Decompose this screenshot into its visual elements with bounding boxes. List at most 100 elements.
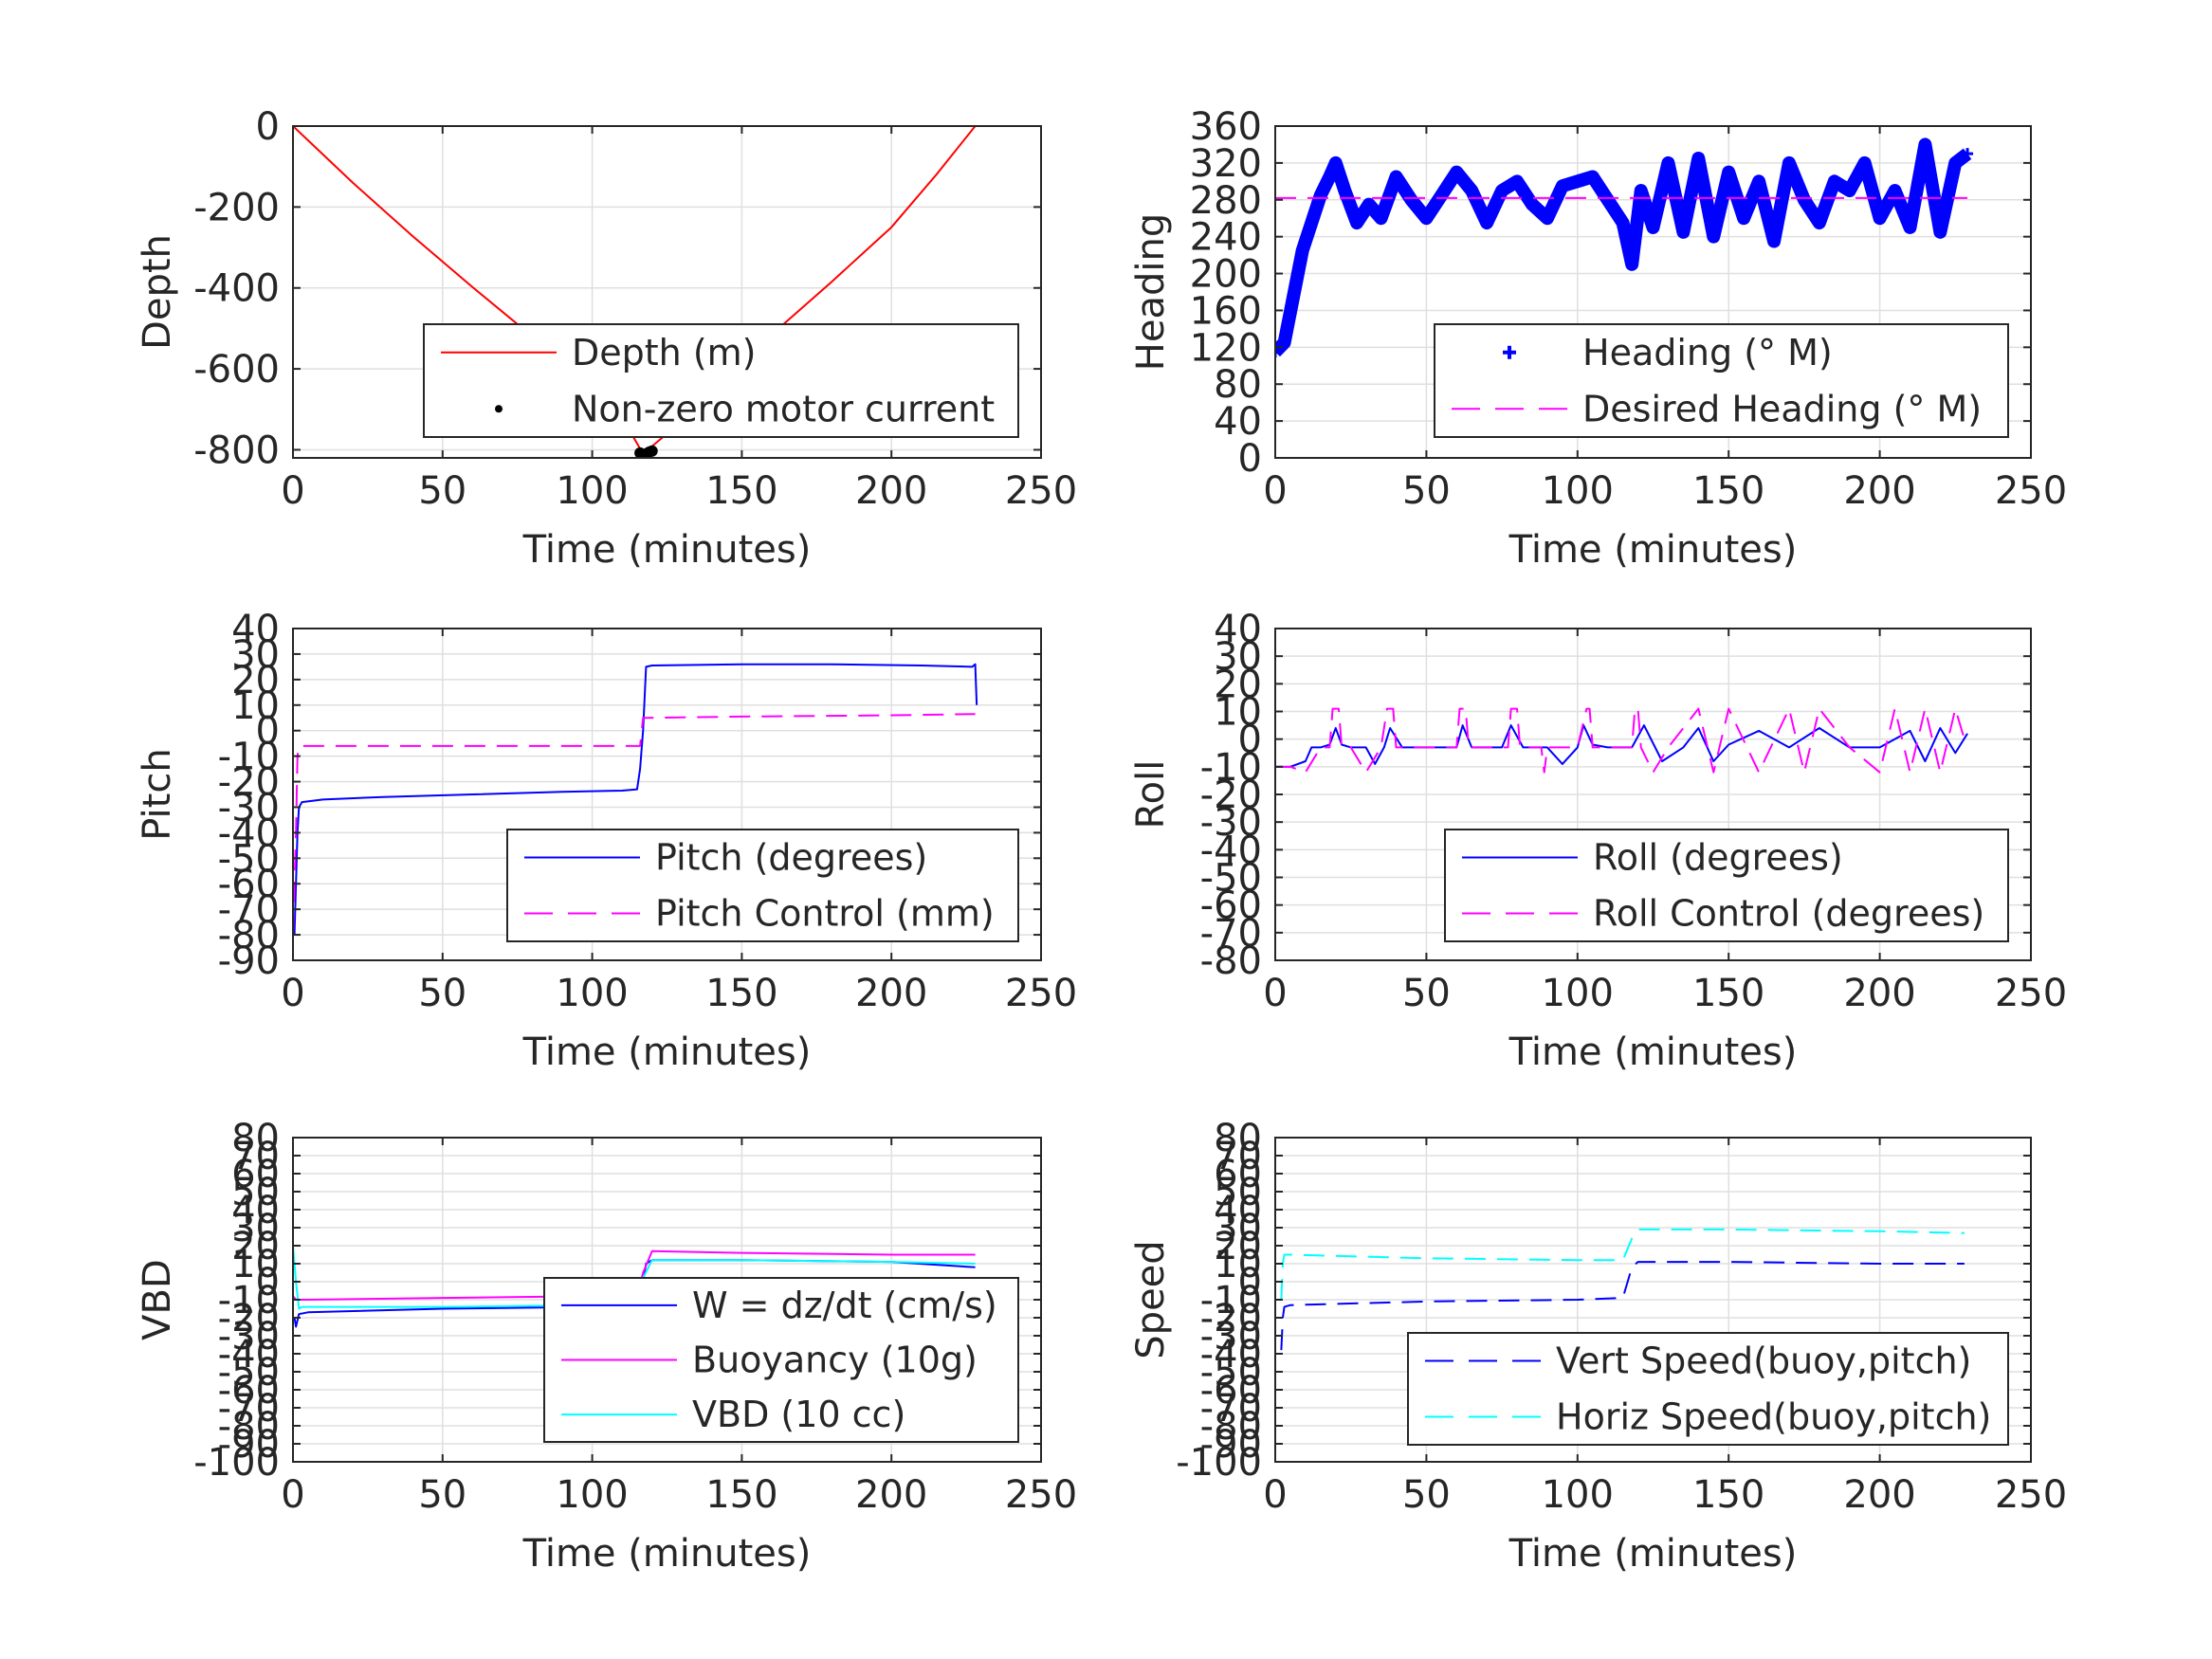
y-tick-label: -90: [1200, 1423, 1262, 1467]
x-tick-label: 100: [556, 469, 628, 513]
x-tick-label: 150: [1692, 972, 1764, 1015]
x-axis-label: Time (minutes): [1508, 528, 1798, 572]
y-tick-label: -60: [1200, 1369, 1262, 1413]
y-tick-label: 20: [231, 659, 280, 702]
x-tick-label: 100: [556, 972, 628, 1015]
series-point-0-47: [1904, 221, 1916, 233]
legend-label: Heading (° M): [1582, 332, 1833, 374]
x-tick-label: 200: [1843, 1473, 1915, 1517]
y-tick-label: -30: [218, 786, 280, 830]
y-tick-label: 80: [1214, 363, 1262, 407]
x-tick-label: 250: [1995, 469, 2067, 513]
series-point-0-20: [1511, 175, 1524, 188]
x-tick-label: 50: [418, 972, 466, 1015]
legend-label: Roll Control (degrees): [1593, 893, 1984, 935]
series-point-0-37: [1753, 175, 1765, 188]
x-tick-label: 50: [418, 1473, 466, 1517]
y-tick-label: 0: [1238, 437, 1262, 481]
y-axis-label: Pitch: [136, 748, 179, 840]
y-tick-label: -80: [218, 1405, 280, 1449]
series-point-0-2: [1288, 290, 1300, 302]
series-point-0-49: [1934, 226, 1947, 238]
y-tick-label: 10: [1214, 1243, 1262, 1286]
x-tick-label: 150: [1692, 469, 1764, 513]
y-tick-label: 200: [1190, 253, 1262, 297]
series-point-0-14: [1420, 212, 1433, 225]
x-axis-label: Time (minutes): [1508, 1532, 1798, 1576]
legend-label: Vert Speed(buoy,pitch): [1556, 1340, 1971, 1382]
series-point-0-46: [1889, 185, 1901, 197]
x-axis-label: Time (minutes): [522, 1030, 812, 1074]
y-tick-label: -50: [218, 837, 280, 881]
series-point-0-11: [1375, 212, 1387, 225]
series-point-0-9: [1351, 217, 1363, 229]
y-tick-label: 70: [1214, 1135, 1262, 1178]
y-tick-label: 30: [231, 633, 280, 677]
y-tick-label: 0: [256, 710, 280, 754]
y-tick-label: -70: [1200, 912, 1262, 956]
y-tick-label: -40: [218, 1333, 280, 1376]
legend-marker: [495, 405, 503, 413]
series-point-0-35: [1723, 166, 1735, 178]
y-tick-label: -30: [1200, 801, 1262, 845]
y-tick-label: -400: [193, 267, 280, 311]
y-tick-label: 80: [1214, 1117, 1262, 1160]
series-point-0-5: [1314, 189, 1326, 201]
series-line-1: [1275, 707, 1965, 774]
y-axis-label: Heading: [1129, 213, 1173, 371]
x-tick-label: 0: [1263, 972, 1287, 1015]
series-point-0-48: [1919, 138, 1931, 151]
series-point-1-4: [646, 445, 658, 457]
y-axis-label: Depth: [136, 234, 179, 350]
y-tick-label: -10: [218, 736, 280, 779]
series-point-0-22: [1541, 212, 1553, 225]
x-tick-label: 0: [281, 972, 304, 1015]
series-point-0-25: [1586, 171, 1599, 183]
series-point-0-30: [1647, 221, 1659, 233]
x-axis-label: Time (minutes): [522, 1532, 812, 1576]
y-tick-label: 60: [231, 1153, 280, 1196]
x-tick-label: 250: [1995, 972, 2067, 1015]
series-point-0-43: [1843, 185, 1856, 197]
chart-panel-2: 0 50 100 150 200 250403020100-10-20-30-40-50-…: [136, 608, 1077, 1074]
y-tick-label: -50: [1200, 1351, 1262, 1395]
y-axis-label: Speed: [1129, 1240, 1173, 1358]
x-tick-label: 200: [855, 469, 927, 513]
series-line-0: [1280, 1261, 1965, 1351]
series-group: [293, 126, 977, 458]
series-point-0-41: [1813, 217, 1825, 229]
series-group: [1275, 137, 1974, 358]
legend-label: Depth (m): [572, 332, 757, 374]
x-tick-label: 200: [855, 1473, 927, 1517]
series-point-0-3: [1296, 245, 1308, 257]
legend-label: Pitch Control (mm): [655, 893, 995, 935]
y-tick-label: 160: [1190, 289, 1262, 333]
chart-panel-4: 0 50 100 150 200 25080706050403020100-10-20-3…: [136, 1117, 1077, 1576]
legend-label: Non-zero motor current: [572, 388, 995, 429]
y-tick-label: 50: [1214, 1171, 1262, 1214]
y-tick-label: 30: [231, 1207, 280, 1250]
y-tick-label: -100: [1176, 1441, 1262, 1485]
series-point-0-51: [1962, 148, 1974, 160]
y-tick-label: 20: [1214, 663, 1262, 706]
legend-label: VBD (10 cc): [692, 1394, 905, 1435]
y-tick-label: -90: [218, 939, 280, 983]
x-tick-label: 250: [1005, 469, 1077, 513]
series-point-0-31: [1662, 156, 1674, 169]
y-tick-label: -10: [218, 1279, 280, 1322]
y-tick-label: 30: [1214, 635, 1262, 679]
legend: Pitch (degrees) Pitch Control (mm): [506, 829, 1019, 942]
series-group: [1280, 1228, 1965, 1351]
x-tick-label: 50: [1402, 1473, 1451, 1517]
x-tick-label: 0: [1263, 469, 1287, 513]
chart-panel-0: 0 50 100 150 200 250 0 -200 -400 -600 -800 Time (mi…: [136, 105, 1077, 572]
series-point-0-13: [1405, 193, 1417, 206]
y-axis-label: VBD: [136, 1259, 179, 1340]
y-tick-label: -40: [1200, 829, 1262, 872]
y-tick-label: 240: [1190, 216, 1262, 260]
x-tick-label: 200: [855, 972, 927, 1015]
legend-box: [1434, 323, 2009, 438]
y-tick-label: -10: [1200, 746, 1262, 790]
x-axis-label: Time (minutes): [522, 528, 812, 572]
series-point-0-15: [1435, 189, 1448, 201]
